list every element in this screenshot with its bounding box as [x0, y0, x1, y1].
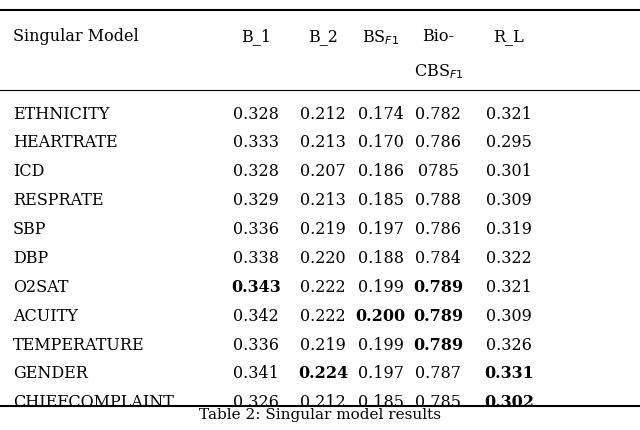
Text: 0.784: 0.784 — [415, 249, 461, 266]
Text: 0.336: 0.336 — [233, 221, 279, 237]
Text: 0.188: 0.188 — [358, 249, 404, 266]
Text: 0.328: 0.328 — [233, 163, 279, 180]
Text: 0.328: 0.328 — [233, 105, 279, 122]
Text: 0.786: 0.786 — [415, 134, 461, 151]
Text: 0.185: 0.185 — [358, 393, 404, 410]
Text: GENDER: GENDER — [13, 365, 88, 381]
Text: ACUITY: ACUITY — [13, 307, 77, 324]
Text: O2SAT: O2SAT — [13, 278, 68, 295]
Text: SBP: SBP — [13, 221, 46, 237]
Text: 0.338: 0.338 — [233, 249, 279, 266]
Text: Table 2: Singular model results: Table 2: Singular model results — [199, 408, 441, 421]
Text: 0.343: 0.343 — [231, 278, 281, 295]
Text: 0.329: 0.329 — [233, 192, 279, 209]
Text: 0.301: 0.301 — [486, 163, 532, 180]
Text: 0.326: 0.326 — [486, 336, 532, 353]
Text: 0.207: 0.207 — [300, 163, 346, 180]
Text: 0.185: 0.185 — [358, 192, 404, 209]
Text: 0.170: 0.170 — [358, 134, 404, 151]
Text: 0.321: 0.321 — [486, 278, 532, 295]
Text: Singular Model: Singular Model — [13, 28, 138, 45]
Text: 0.199: 0.199 — [358, 278, 404, 295]
Text: 0.322: 0.322 — [486, 249, 532, 266]
Text: BS$_{F1}$: BS$_{F1}$ — [362, 28, 399, 46]
Text: 0.319: 0.319 — [486, 221, 532, 237]
Text: 0.302: 0.302 — [484, 393, 534, 410]
Text: 0.789: 0.789 — [413, 307, 463, 324]
Text: 0.331: 0.331 — [484, 365, 534, 381]
Text: 0.787: 0.787 — [415, 365, 461, 381]
Text: 0.341: 0.341 — [233, 365, 279, 381]
Text: 0.212: 0.212 — [300, 105, 346, 122]
Text: 0.212: 0.212 — [300, 393, 346, 410]
Text: ETHNICITY: ETHNICITY — [13, 105, 109, 122]
Text: 0.789: 0.789 — [413, 336, 463, 353]
Text: 0.220: 0.220 — [300, 249, 346, 266]
Text: 0785: 0785 — [418, 163, 459, 180]
Text: 0.333: 0.333 — [233, 134, 279, 151]
Text: 0.326: 0.326 — [233, 393, 279, 410]
Text: 0.295: 0.295 — [486, 134, 532, 151]
Text: 0.222: 0.222 — [300, 278, 346, 295]
Text: 0.342: 0.342 — [233, 307, 279, 324]
Text: 0.213: 0.213 — [300, 134, 346, 151]
Text: HEARTRATE: HEARTRATE — [13, 134, 117, 151]
Text: 0.224: 0.224 — [298, 365, 348, 381]
Text: 0.321: 0.321 — [486, 105, 532, 122]
Text: RESPRATE: RESPRATE — [13, 192, 103, 209]
Text: 0.213: 0.213 — [300, 192, 346, 209]
Text: 0.186: 0.186 — [358, 163, 404, 180]
Text: 0.788: 0.788 — [415, 192, 461, 209]
Text: 0.789: 0.789 — [413, 278, 463, 295]
Text: 0.174: 0.174 — [358, 105, 404, 122]
Text: 0.219: 0.219 — [300, 221, 346, 237]
Text: R_L: R_L — [493, 28, 524, 45]
Text: TEMPERATURE: TEMPERATURE — [13, 336, 145, 353]
Text: ICD: ICD — [13, 163, 44, 180]
Text: 0.197: 0.197 — [358, 221, 404, 237]
Text: B_1: B_1 — [241, 28, 271, 45]
Text: 0.309: 0.309 — [486, 192, 532, 209]
Text: 0.785: 0.785 — [415, 393, 461, 410]
Text: 0.786: 0.786 — [415, 221, 461, 237]
Text: 0.200: 0.200 — [356, 307, 406, 324]
Text: 0.309: 0.309 — [486, 307, 532, 324]
Text: B_2: B_2 — [308, 28, 338, 45]
Text: CHIEFCOMPLAINT: CHIEFCOMPLAINT — [13, 393, 173, 410]
Text: 0.219: 0.219 — [300, 336, 346, 353]
Text: 0.197: 0.197 — [358, 365, 404, 381]
Text: 0.222: 0.222 — [300, 307, 346, 324]
Text: 0.336: 0.336 — [233, 336, 279, 353]
Text: CBS$_{F1}$: CBS$_{F1}$ — [413, 62, 463, 81]
Text: 0.199: 0.199 — [358, 336, 404, 353]
Text: 0.782: 0.782 — [415, 105, 461, 122]
Text: DBP: DBP — [13, 249, 48, 266]
Text: Bio-: Bio- — [422, 28, 454, 45]
